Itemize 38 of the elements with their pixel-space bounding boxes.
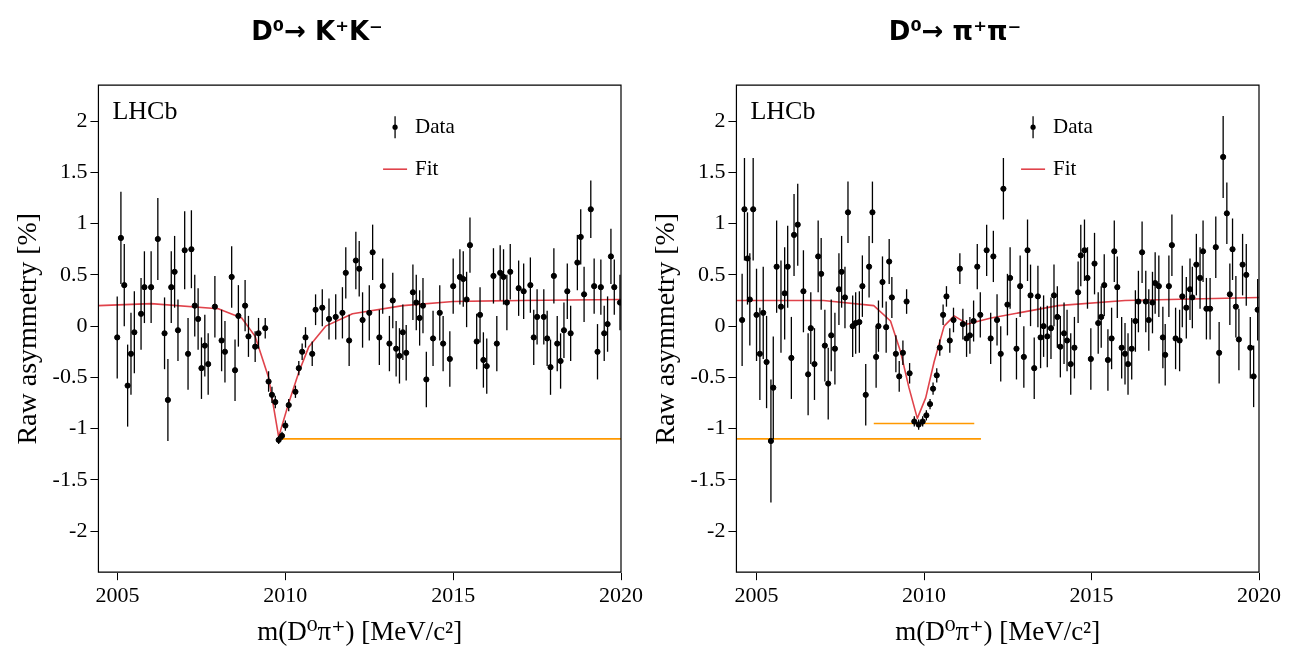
x-tick-label: 2015 bbox=[431, 582, 476, 608]
x-tick-label: 2010 bbox=[263, 582, 308, 608]
y-tick-label: 0 bbox=[714, 311, 726, 337]
annotation: LHCb bbox=[112, 96, 178, 126]
y-tick-label: -0.5 bbox=[52, 363, 88, 389]
y-axis-title: Raw asymmetry [%] bbox=[649, 212, 681, 445]
y-axis-title: Raw asymmetry [%] bbox=[11, 212, 43, 445]
legend-label: Fit bbox=[415, 155, 439, 180]
y-tick-label: 0 bbox=[76, 311, 88, 337]
x-tick-label: 2015 bbox=[1069, 582, 1114, 608]
x-tick-label: 2020 bbox=[1237, 582, 1281, 608]
y-tick-label: 1.5 bbox=[59, 158, 88, 184]
legend-label: Data bbox=[1053, 113, 1094, 138]
y-tick-label: 1.5 bbox=[697, 158, 726, 184]
y-tick-label: 2 bbox=[76, 106, 88, 132]
y-tick-label: -1 bbox=[707, 414, 726, 440]
chart-title: D⁰→ π⁺π⁻ bbox=[888, 16, 1022, 47]
y-tick-label: -0.5 bbox=[690, 363, 726, 389]
legend-label: Fit bbox=[1053, 155, 1077, 180]
legend-label: Data bbox=[415, 113, 456, 138]
x-axis-title: m(D⁰π⁺) [MeV/c²] bbox=[257, 615, 463, 646]
y-tick-label: -1.5 bbox=[52, 465, 88, 491]
y-tick-label: 1 bbox=[76, 209, 88, 235]
y-tick-label: 1 bbox=[714, 209, 726, 235]
x-tick-label: 2010 bbox=[902, 582, 947, 608]
y-tick-label: 0.5 bbox=[59, 260, 88, 286]
chart-title: D⁰→ K⁺K⁻ bbox=[251, 16, 383, 47]
x-tick-label: 2020 bbox=[599, 582, 643, 608]
annotation: LHCb bbox=[750, 96, 816, 126]
y-tick-label: -1.5 bbox=[690, 465, 726, 491]
x-tick-label: 2005 bbox=[95, 582, 140, 608]
y-tick-label: 2 bbox=[714, 106, 726, 132]
y-tick-label: -2 bbox=[707, 516, 726, 542]
x-axis-title: m(D⁰π⁺) [MeV/c²] bbox=[895, 615, 1101, 646]
y-tick-label: -2 bbox=[69, 516, 88, 542]
y-tick-label: 0.5 bbox=[697, 260, 726, 286]
x-tick-label: 2005 bbox=[734, 582, 779, 608]
y-tick-label: -1 bbox=[69, 414, 88, 440]
